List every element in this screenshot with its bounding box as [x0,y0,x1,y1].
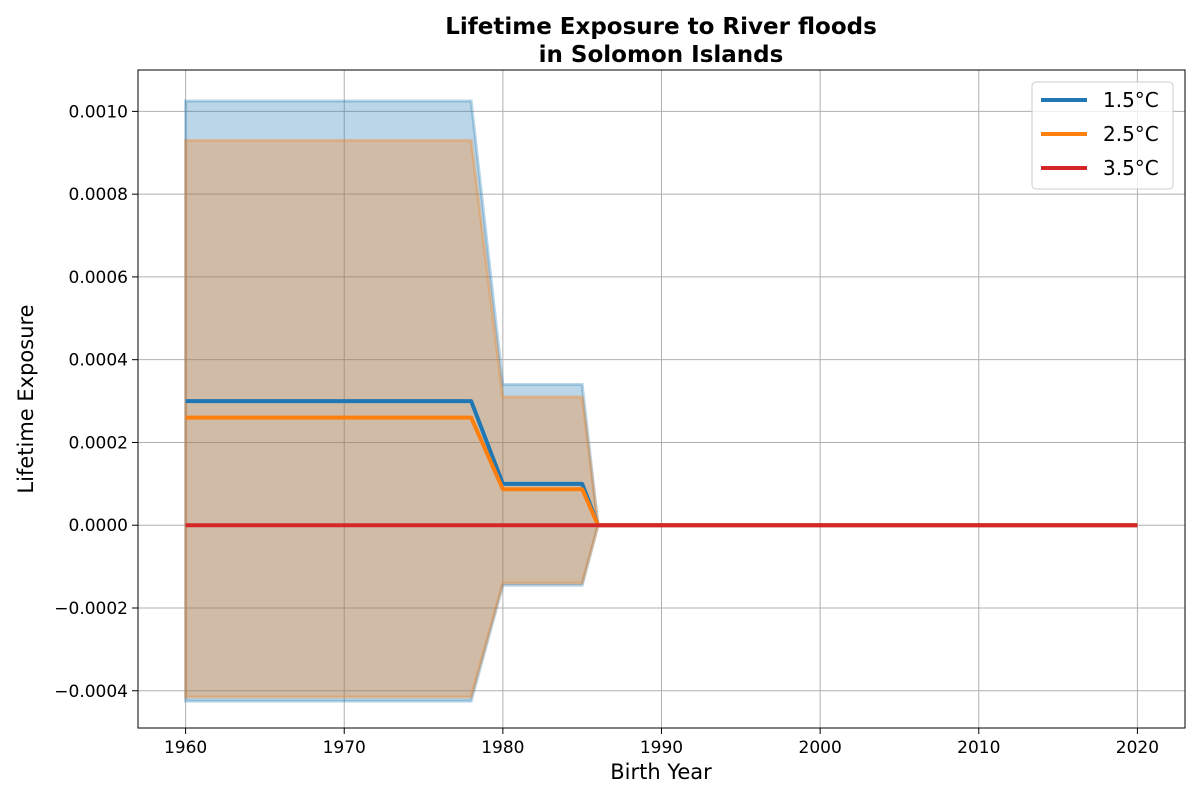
legend-label-1: 1.5°C [1103,88,1159,112]
chart-subtitle: in Solomon Islands [539,42,784,68]
y-tick-label: 0.0010 [69,102,128,122]
legend-frame [1031,81,1174,190]
chart-title: Lifetime Exposure to River floods [445,14,877,40]
x-axis-label: Birth Year [610,760,712,784]
x-tick-label: 1990 [640,738,683,758]
series-lines [185,399,1138,528]
legend-label-2: 2.5°C [1103,122,1159,146]
y-axis-label: Lifetime Exposure [14,304,38,493]
y-tick-label: 0.0004 [69,351,128,371]
y-tick-label: 0.0002 [69,433,128,453]
x-tick-label: 2000 [799,738,842,758]
y-tick-label: 0.0000 [69,516,128,536]
y-axis: −0.0004 −0.0002 0.0000 0.0002 0.0004 0.0006 0.… [54,102,138,702]
x-tick-label: 2020 [1116,738,1159,758]
x-tick-label: 1980 [481,738,524,758]
x-tick-label: 2010 [957,738,1000,758]
y-tick-label: −0.0002 [54,599,128,619]
y-tick-label: 0.0008 [69,185,128,205]
x-tick-label: 1970 [323,738,366,758]
y-tick-label: −0.0004 [54,682,128,702]
x-tick-label: 1960 [164,738,207,758]
x-axis: 1960 1970 1980 1990 2000 2010 2020 [164,728,1159,758]
grid [138,70,1185,728]
legend-label-3: 3.5°C [1103,156,1159,180]
y-tick-label: 0.0006 [69,268,128,288]
legend: 1.5°C 2.5°C 3.5°C [1031,81,1174,190]
